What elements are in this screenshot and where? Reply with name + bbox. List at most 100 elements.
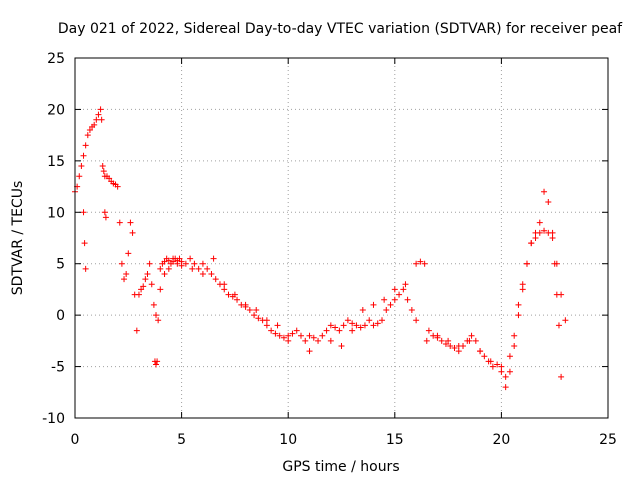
data-point: [404, 296, 411, 303]
data-point: [327, 337, 334, 344]
data-point: [323, 327, 330, 334]
data-point: [102, 214, 109, 221]
data-point: [191, 260, 198, 267]
data-point: [366, 317, 373, 324]
data-point: [100, 168, 107, 175]
chart-title: Day 021 of 2022, Sidereal Day-to-day VTE…: [58, 21, 623, 37]
data-point: [150, 301, 157, 308]
x-tick-label: 0: [71, 432, 80, 448]
data-point: [519, 286, 526, 293]
data-point: [114, 183, 121, 190]
data-point: [253, 307, 260, 313]
data-point: [425, 327, 432, 334]
data-point: [413, 317, 420, 324]
data-point: [153, 361, 160, 368]
data-point: [84, 132, 91, 139]
data-point: [118, 260, 125, 267]
data-point: [549, 229, 556, 236]
data-point: [148, 281, 155, 288]
data-point: [551, 260, 558, 267]
data-point: [140, 283, 147, 290]
data-point: [498, 363, 505, 370]
data-point: [396, 291, 403, 298]
data-point: [101, 209, 108, 216]
data-point: [225, 291, 232, 298]
data-point: [251, 312, 258, 319]
data-point: [263, 317, 270, 324]
data-point: [210, 255, 217, 262]
tick-labels: 0 5 10 15 20 25 -10 -5 0 5 10 15 20 25: [42, 51, 617, 448]
data-point: [80, 209, 87, 216]
data-point: [502, 384, 509, 391]
data-point: [451, 345, 458, 352]
y-tick-label: 20: [47, 102, 65, 118]
y-tick-label: -5: [51, 360, 65, 376]
data-point: [353, 322, 360, 329]
data-point: [306, 348, 313, 355]
data-point: [494, 361, 501, 368]
data-point: [370, 322, 377, 329]
data-point: [402, 281, 409, 288]
data-point: [176, 255, 183, 262]
data-point: [434, 332, 441, 339]
data-point: [310, 334, 317, 341]
data-point: [511, 343, 518, 349]
data-point: [204, 265, 211, 272]
data-point: [144, 271, 151, 277]
data-point: [155, 317, 162, 324]
data-point: [541, 227, 548, 234]
data-point: [408, 307, 415, 313]
data-point: [208, 271, 215, 277]
x-tick-label: 10: [279, 432, 297, 448]
data-point: [315, 337, 322, 344]
data-points: [72, 106, 569, 391]
data-point: [161, 271, 168, 277]
y-tick-label: 0: [56, 308, 65, 324]
data-point: [421, 260, 428, 267]
data-point: [199, 260, 206, 267]
data-point: [523, 260, 530, 267]
data-point: [515, 312, 522, 319]
data-point: [86, 127, 93, 133]
data-point: [221, 281, 228, 288]
data-point: [95, 111, 102, 118]
axis-ticks: [74, 57, 609, 419]
y-axis-label: SDTVAR / TECUs: [10, 181, 26, 296]
data-point: [327, 322, 334, 329]
data-point: [125, 250, 132, 257]
data-point: [553, 291, 560, 298]
y-tick-label: -10: [42, 411, 65, 427]
data-point: [498, 368, 505, 375]
data-point: [189, 265, 196, 272]
data-point: [417, 258, 424, 265]
data-point: [274, 322, 281, 329]
data-point: [558, 373, 565, 380]
data-point: [142, 276, 149, 283]
data-point: [387, 301, 394, 308]
data-point: [263, 322, 270, 329]
data-point: [536, 219, 543, 226]
data-point: [182, 260, 189, 267]
data-point: [519, 281, 526, 288]
y-tick-label: 25: [47, 51, 65, 67]
data-point: [78, 163, 85, 169]
data-point: [272, 330, 279, 337]
data-point: [116, 219, 123, 226]
data-point: [242, 301, 249, 308]
data-point: [212, 276, 219, 283]
data-point: [302, 337, 309, 344]
data-point: [178, 262, 185, 269]
data-point: [332, 324, 339, 331]
y-tick-label: 10: [47, 205, 65, 221]
data-point: [80, 152, 87, 159]
data-point: [545, 199, 552, 205]
data-point: [344, 317, 351, 324]
data-point: [336, 327, 343, 334]
data-point: [255, 315, 262, 322]
data-point: [297, 332, 304, 339]
data-point: [383, 307, 390, 313]
data-point: [133, 327, 140, 334]
data-point: [161, 258, 168, 265]
data-point: [338, 343, 345, 349]
